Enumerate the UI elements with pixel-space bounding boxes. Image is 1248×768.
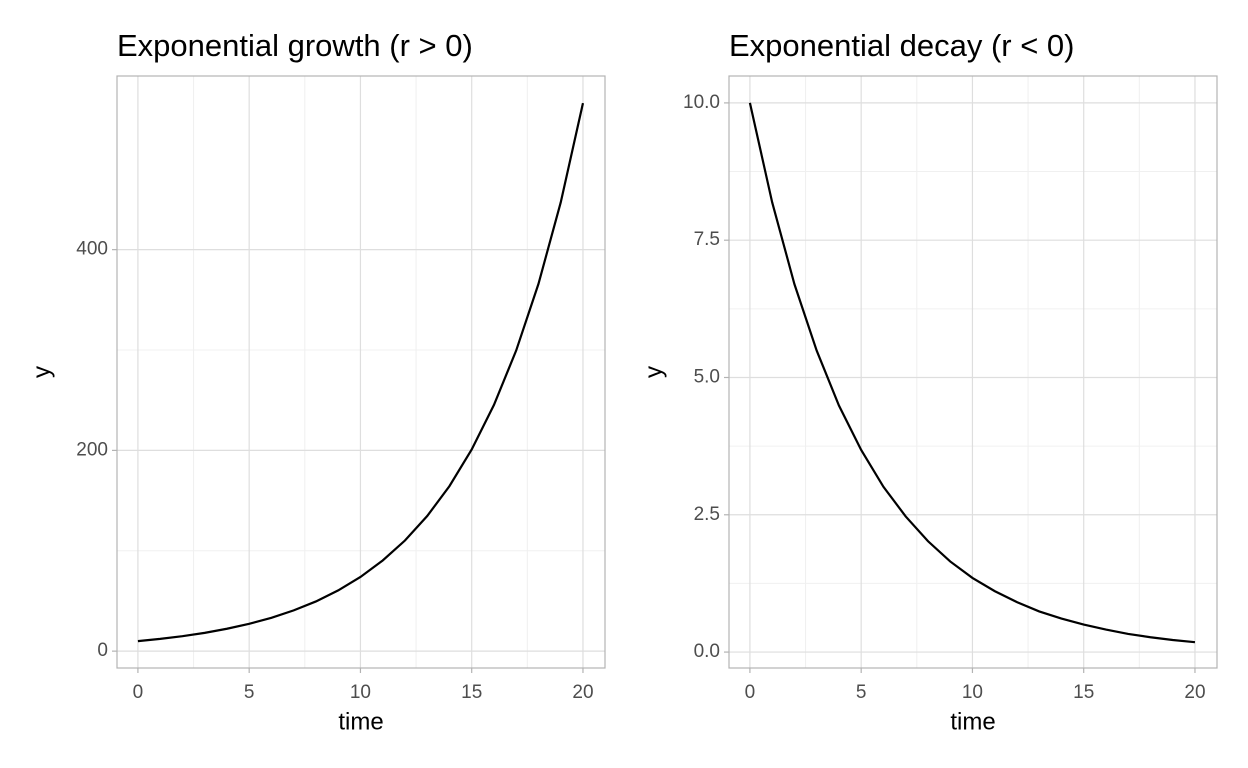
y-axis-label: y: [640, 366, 667, 378]
panel-border: [728, 75, 1218, 669]
x-tick-label: 20: [572, 682, 593, 703]
y-tick-label: 400: [76, 239, 108, 260]
y-tick-label: 2.5: [694, 504, 720, 525]
panel-border: [116, 75, 606, 669]
chart-title: Exponential decay (r < 0): [729, 28, 1075, 63]
x-tick-label: 10: [962, 682, 983, 703]
chart-title: Exponential growth (r > 0): [117, 28, 473, 63]
x-tick-label: 5: [244, 682, 255, 703]
y-tick-label: 5.0: [694, 367, 720, 388]
y-tick-label: 0: [97, 640, 108, 661]
x-tick-label: 10: [350, 682, 371, 703]
x-tick-label: 15: [1073, 682, 1094, 703]
x-tick-label: 20: [1184, 682, 1205, 703]
y-tick-label: 0.0: [694, 641, 720, 662]
y-tick-label: 200: [76, 439, 108, 460]
y-tick-label: 10.0: [683, 92, 720, 113]
x-axis-label: time: [950, 708, 995, 735]
line: [137, 102, 585, 643]
line: [748, 102, 1196, 644]
x-axis-label: time: [338, 708, 383, 735]
y-tick-label: 7.5: [694, 229, 720, 250]
x-tick-label: 5: [856, 682, 867, 703]
x-tick-label: 15: [461, 682, 482, 703]
y-axis-label: y: [28, 366, 55, 378]
x-tick-label: 0: [133, 682, 144, 703]
x-tick-label: 0: [745, 682, 756, 703]
